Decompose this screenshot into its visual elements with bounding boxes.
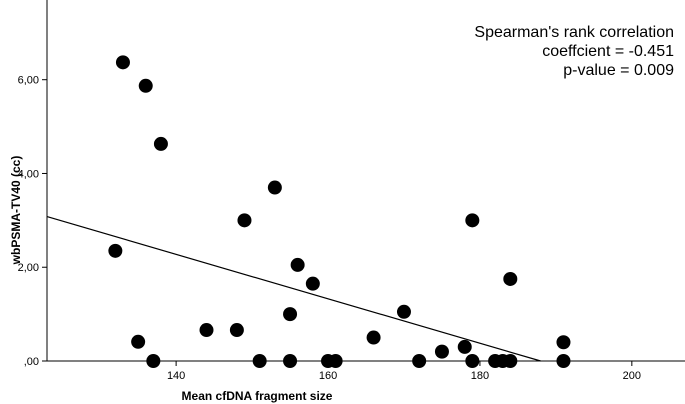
axes: 140 160 180 200 ,00 2,00 4,00 6,00	[18, 0, 685, 382]
data-point	[237, 213, 252, 228]
x-tick-label: 160	[319, 370, 337, 382]
data-point	[283, 307, 298, 322]
data-point	[131, 334, 146, 349]
data-point	[229, 323, 244, 338]
annotation-line: p-value = 0.009	[563, 62, 674, 79]
regression-line	[46, 216, 541, 362]
y-tick-label: ,00	[24, 356, 39, 368]
y-tick-label: 6,00	[18, 75, 39, 87]
y-tick-label: 2,00	[18, 262, 39, 274]
data-point	[199, 323, 214, 338]
data-point	[396, 304, 411, 319]
data-point	[138, 78, 153, 93]
data-point	[366, 330, 381, 345]
data-point	[115, 55, 130, 70]
data-point	[153, 136, 168, 151]
x-tick-label: 140	[167, 370, 185, 382]
data-point	[465, 213, 480, 228]
data-point	[556, 335, 571, 350]
annotation-line: Spearman's rank correlation	[474, 24, 674, 41]
data-point	[457, 339, 472, 354]
annotation-line: coeffcient = -0.451	[542, 43, 674, 60]
y-tick-label: 4,00	[18, 168, 39, 180]
y-axis-label: wbPSMA-TV40 (cc)	[9, 156, 23, 266]
data-point	[503, 271, 518, 286]
data-point	[108, 243, 123, 258]
data-point	[305, 276, 320, 291]
plot-area	[46, 55, 571, 368]
correlation-annotation: Spearman's rank correlation coeffcient = …	[474, 24, 674, 79]
data-point	[434, 344, 449, 359]
x-tick-label: 180	[471, 370, 489, 382]
data-point	[290, 257, 305, 272]
data-point	[267, 180, 282, 195]
x-tick-label: 200	[623, 370, 641, 382]
x-axis-label: Mean cfDNA fragment size	[182, 389, 333, 403]
